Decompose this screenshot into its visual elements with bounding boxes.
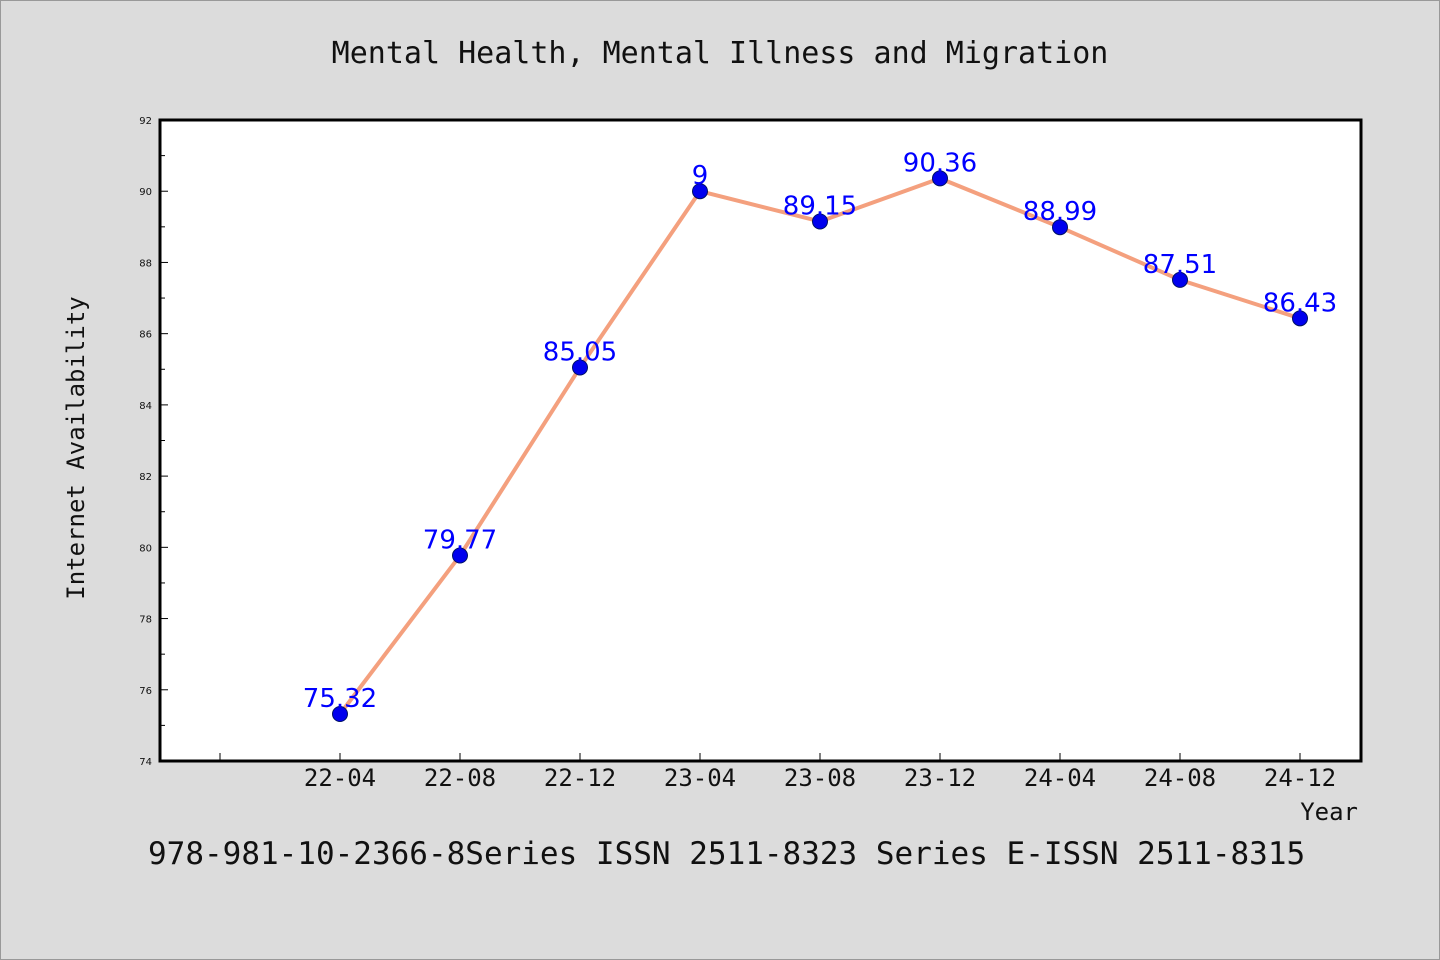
y-tick-label: 82 [139, 472, 152, 483]
x-tick-label: 24-04 [1024, 764, 1096, 792]
data-label: 85.05 [543, 337, 617, 367]
series-line-group [332, 170, 1308, 722]
x-tick-label: 23-12 [904, 764, 976, 792]
data-point [572, 359, 588, 376]
data-point [1292, 310, 1308, 327]
y-axis: 74 76 78 80 82 84 86 88 90 92 [139, 116, 168, 768]
x-tick-label: 24-12 [1264, 764, 1336, 792]
data-point [812, 213, 828, 230]
y-tick-label: 88 [139, 258, 152, 269]
data-label: 88.99 [1023, 197, 1097, 227]
x-tick-label: 22-08 [424, 764, 496, 792]
y-tick-label: 80 [139, 543, 152, 554]
x-axis-label: Year [1300, 798, 1358, 826]
x-tick-label: 24-08 [1144, 764, 1216, 792]
x-tick-label: 23-04 [664, 764, 736, 792]
y-tick-label: 76 [139, 686, 152, 697]
y-tick-label: 78 [139, 615, 152, 626]
y-tick-label: 92 [139, 116, 152, 127]
data-label: 87.51 [1143, 250, 1217, 280]
plot-area [158, 118, 1363, 763]
data-point [932, 170, 948, 187]
data-point [692, 183, 708, 200]
y-tick-label: 90 [139, 187, 152, 198]
data-label: 89.15 [783, 191, 857, 221]
footer-isbn-text: 978-981-10-2366-8Series ISSN 2511-8323 S… [148, 836, 1305, 872]
data-point [452, 547, 468, 564]
y-axis-label: Internet Availability [62, 296, 90, 599]
data-label: 86.43 [1263, 288, 1337, 318]
data-point [1052, 219, 1068, 236]
data-label: 79.77 [423, 526, 497, 556]
data-label: 90.36 [903, 148, 977, 178]
chart-title: Mental Health, Mental Illness and Migrat… [332, 36, 1109, 71]
x-tick-label: 22-12 [544, 764, 616, 792]
y-tick-label: 74 [139, 757, 152, 768]
data-point [332, 705, 348, 722]
data-point [1172, 271, 1188, 288]
data-labels-group: 75.32 79.77 85.05 9 89.15 90.36 88.99 87.51 86.4… [303, 148, 1337, 714]
x-tick-label: 22-04 [304, 764, 376, 792]
y-tick-label: 86 [139, 330, 152, 341]
data-label: 75.32 [303, 684, 377, 714]
y-tick-label: 84 [139, 401, 152, 412]
x-axis: 22-04 22-08 22-12 23-04 23-08 23-12 24-04 24-08… [219, 753, 1336, 792]
x-tick-label: 23-08 [784, 764, 856, 792]
data-label: 9 [692, 161, 709, 191]
